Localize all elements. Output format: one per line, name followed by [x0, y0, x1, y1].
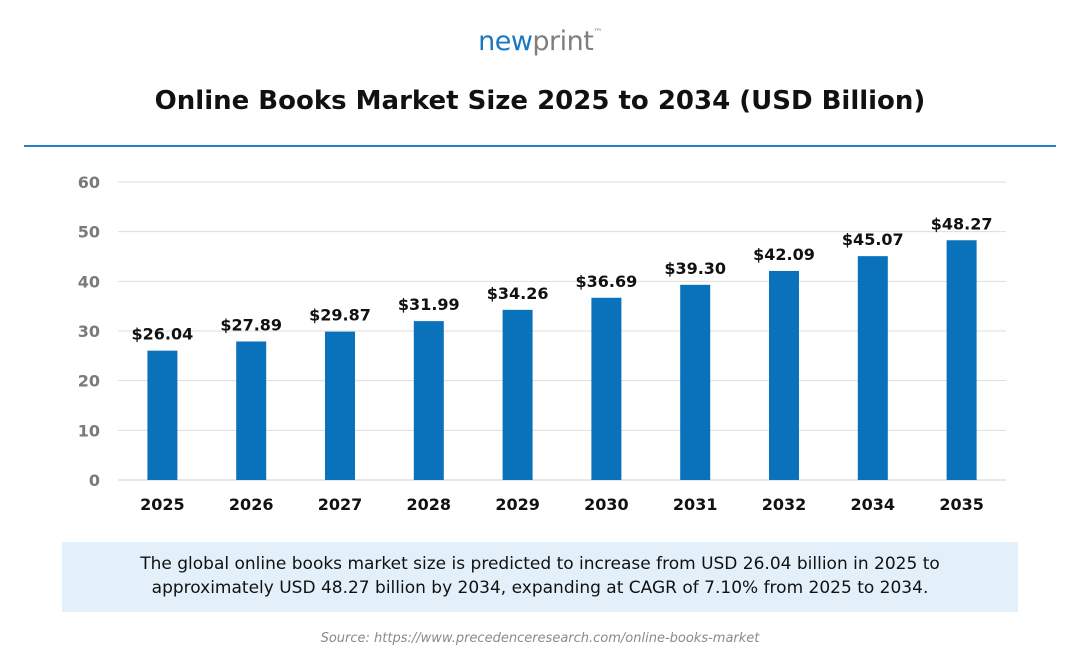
data-label: $31.99 [398, 295, 460, 314]
data-label: $39.30 [664, 259, 726, 278]
bar [591, 297, 622, 480]
x-tick-label: 2035 [939, 495, 984, 514]
data-label: $34.26 [487, 284, 549, 303]
data-label: $29.87 [309, 306, 371, 325]
y-tick-label: 60 [78, 173, 100, 192]
y-tick-label: 30 [78, 322, 100, 341]
x-tick-label: 2034 [851, 495, 896, 514]
x-tick-label: 2029 [495, 495, 540, 514]
y-tick-label: 0 [89, 471, 100, 490]
brand-trademark: ™ [593, 28, 602, 38]
bar-chart: 0102030405060$26.042025$27.892026$29.872… [78, 173, 1006, 514]
x-tick-label: 2031 [673, 495, 718, 514]
x-tick-label: 2032 [762, 495, 807, 514]
y-tick-label: 20 [78, 372, 100, 391]
y-tick-label: 10 [78, 421, 100, 440]
bar [413, 321, 444, 480]
bar [946, 240, 977, 480]
bar [769, 270, 799, 480]
bar [325, 331, 355, 480]
data-label: $27.89 [220, 315, 282, 334]
x-tick-label: 2027 [318, 495, 363, 514]
y-tick-label: 50 [78, 223, 100, 242]
x-tick-label: 2028 [407, 495, 452, 514]
data-label: $45.07 [842, 230, 904, 249]
bar [680, 284, 711, 480]
data-label: $36.69 [576, 272, 638, 291]
title-divider [24, 145, 1056, 147]
brand-logo-part1: new [478, 26, 533, 57]
data-label: $48.27 [931, 214, 993, 233]
brand-logo: newprint™ [0, 26, 1080, 57]
data-label: $26.04 [132, 325, 194, 344]
data-label: $42.09 [753, 245, 815, 264]
x-tick-label: 2030 [584, 495, 629, 514]
x-tick-label: 2026 [229, 495, 274, 514]
x-tick-label: 2025 [140, 495, 185, 514]
bar [147, 350, 178, 480]
summary-caption-line2: approximately USD 48.27 billion by 2034,… [151, 578, 929, 598]
source-note: Source: https://www.precedenceresearch.c… [320, 631, 760, 646]
brand-logo-part2: print [532, 26, 594, 57]
summary-caption: The global online books market size is p… [62, 542, 1018, 612]
y-tick-label: 40 [78, 272, 100, 291]
bar [236, 341, 267, 480]
chart-title: Online Books Market Size 2025 to 2034 (U… [154, 86, 926, 116]
bar [502, 309, 533, 480]
bar [857, 256, 888, 480]
summary-caption-line1: The global online books market size is p… [140, 554, 940, 574]
